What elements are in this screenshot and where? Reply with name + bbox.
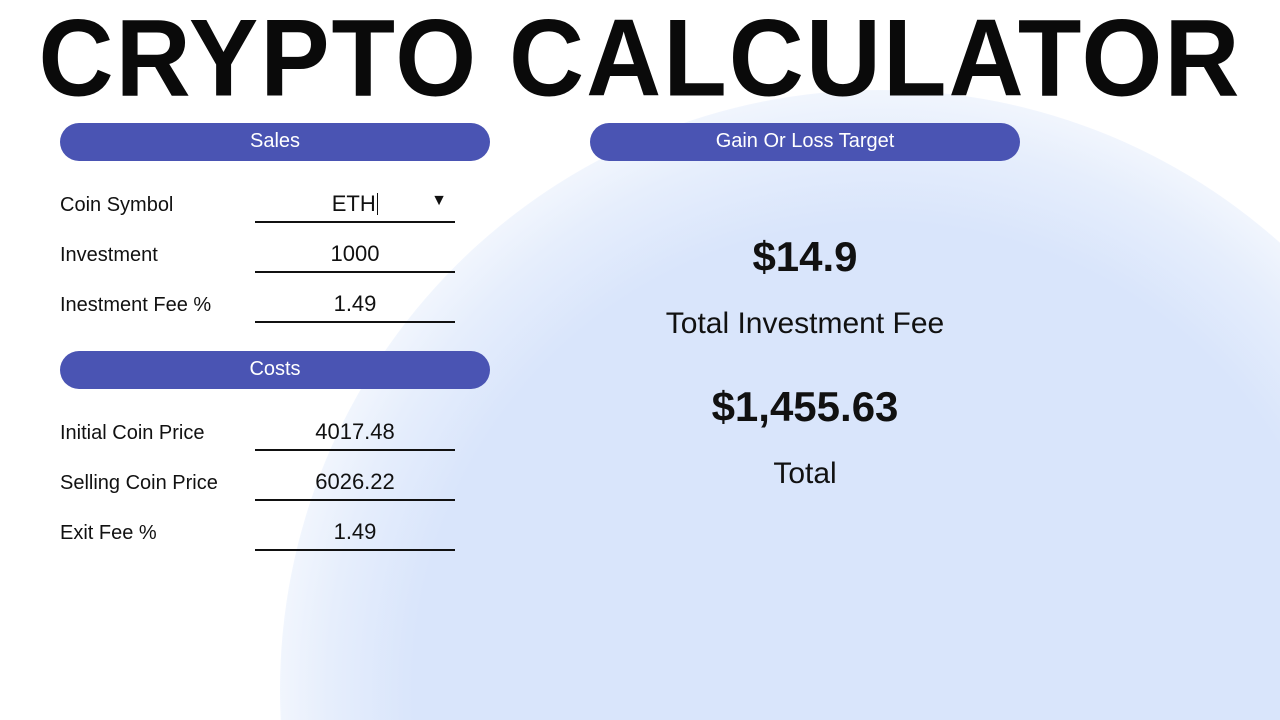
total-fee-amount: $14.9	[590, 233, 1020, 281]
initial-price-label: Initial Coin Price	[60, 422, 255, 445]
results-column: Gain Or Loss Target $14.9 Total Investme…	[490, 123, 1220, 561]
total-amount: $1,455.63	[590, 383, 1020, 431]
investment-value: 1000	[331, 241, 380, 267]
content-area: Sales Coin Symbol ETH Investment 1000 In…	[0, 123, 1280, 561]
total-label: Total	[590, 455, 1020, 493]
coin-symbol-row: Coin Symbol ETH	[60, 183, 490, 227]
exit-fee-value: 1.49	[334, 519, 377, 545]
exit-fee-input[interactable]: 1.49	[255, 515, 455, 551]
page-title: CRYPTO CALCULATOR	[0, 0, 1280, 122]
investment-input[interactable]: 1000	[255, 237, 455, 273]
investment-fee-row: Inestment Fee % 1.49	[60, 283, 490, 327]
selling-price-input[interactable]: 6026.22	[255, 465, 455, 501]
exit-fee-row: Exit Fee % 1.49	[60, 511, 490, 555]
exit-fee-label: Exit Fee %	[60, 522, 255, 545]
total-fee-label: Total Investment Fee	[590, 305, 1020, 343]
initial-price-row: Initial Coin Price 4017.48	[60, 411, 490, 455]
initial-price-value: 4017.48	[315, 419, 395, 445]
costs-header: Costs	[60, 351, 490, 389]
selling-price-label: Selling Coin Price	[60, 472, 255, 495]
coin-symbol-select[interactable]: ETH	[255, 187, 455, 223]
investment-fee-input[interactable]: 1.49	[255, 287, 455, 323]
coin-symbol-label: Coin Symbol	[60, 194, 255, 217]
inputs-column: Sales Coin Symbol ETH Investment 1000 In…	[60, 123, 490, 561]
investment-label: Investment	[60, 244, 255, 267]
selling-price-value: 6026.22	[315, 469, 395, 495]
results-block: $14.9 Total Investment Fee $1,455.63 Tot…	[590, 183, 1020, 492]
investment-row: Investment 1000	[60, 233, 490, 277]
investment-fee-value: 1.49	[334, 291, 377, 317]
text-cursor	[377, 193, 379, 215]
initial-price-input[interactable]: 4017.48	[255, 415, 455, 451]
investment-fee-label: Inestment Fee %	[60, 294, 255, 317]
selling-price-row: Selling Coin Price 6026.22	[60, 461, 490, 505]
calculator-page: CRYPTO CALCULATOR Sales Coin Symbol ETH …	[0, 0, 1280, 720]
coin-symbol-value: ETH	[332, 191, 376, 217]
gain-loss-header: Gain Or Loss Target	[590, 123, 1020, 161]
chevron-down-icon	[431, 193, 447, 209]
sales-header: Sales	[60, 123, 490, 161]
